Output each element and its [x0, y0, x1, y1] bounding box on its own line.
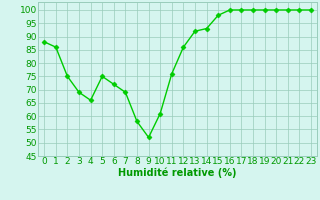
X-axis label: Humidité relative (%): Humidité relative (%): [118, 168, 237, 178]
